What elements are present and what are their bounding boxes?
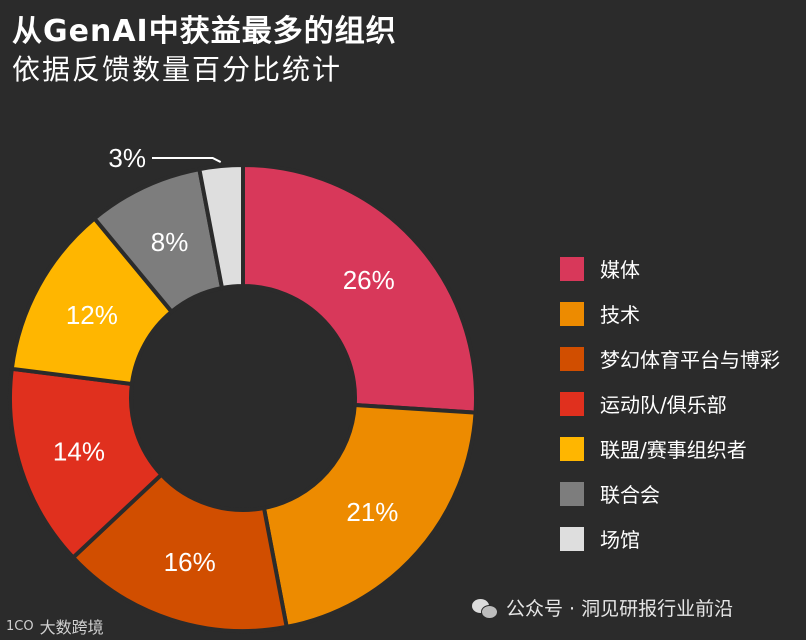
chart-title: 从GenAI中获益最多的组织 [12,14,397,49]
legend-item-1: 技术 [560,291,780,336]
data-label-3: 14% [53,436,105,466]
data-label-2: 16% [164,547,216,577]
legend-item-4: 联盟/赛事组织者 [560,426,780,471]
legend-swatch [560,391,584,416]
leader-line-6 [152,157,222,163]
legend-swatch [560,526,584,551]
slice-0 [241,162,478,415]
slice-2 [70,471,289,633]
data-label-6: 3% [108,143,146,173]
watermark: 公众号 · 洞见研报行业前沿 [472,594,733,621]
legend-label: 联盟/赛事组织者 [600,438,747,462]
legend-label: 运动队/俱乐部 [600,393,727,417]
brand-logo: 1CO [6,618,34,634]
wechat-icon [472,597,498,619]
legend-item-5: 联合会 [560,471,780,516]
data-label-5: 8% [151,227,189,257]
legend-label: 联合会 [600,483,660,507]
legend: 媒体技术梦幻体育平台与博彩 运动队/俱乐部 联盟/赛事组织者 联合会场馆 [560,246,780,561]
data-label-0: 26% [343,265,395,295]
legend-item-2: 梦幻体育平台与博彩 [560,336,780,381]
legend-label: 技术 [600,303,640,327]
legend-swatch [560,481,584,506]
watermark-text: 公众号 · 洞见研报行业前沿 [506,598,734,620]
brand: 1CO 大数跨境 [6,614,104,638]
slice-1 [261,402,478,630]
legend-swatch [560,436,584,461]
data-label-4: 12% [66,300,118,330]
legend-label: 梦幻体育平台与博彩 [600,348,780,372]
legend-item-6: 场馆 [560,516,780,561]
legend-item-0: 媒体 [560,246,780,291]
chart-subtitle: 依据反馈数量百分比统计 [12,53,343,86]
data-label-1: 21% [346,497,398,527]
legend-swatch [560,346,584,371]
legend-label: 媒体 [600,258,640,282]
legend-label: 场馆 [600,528,640,552]
legend-item-3: 运动队/俱乐部 [560,381,780,426]
brand-text: 大数跨境 [39,618,104,637]
legend-swatch [560,256,584,281]
slice-3 [8,366,165,561]
legend-swatch [560,301,584,326]
slice-6 [197,162,245,291]
